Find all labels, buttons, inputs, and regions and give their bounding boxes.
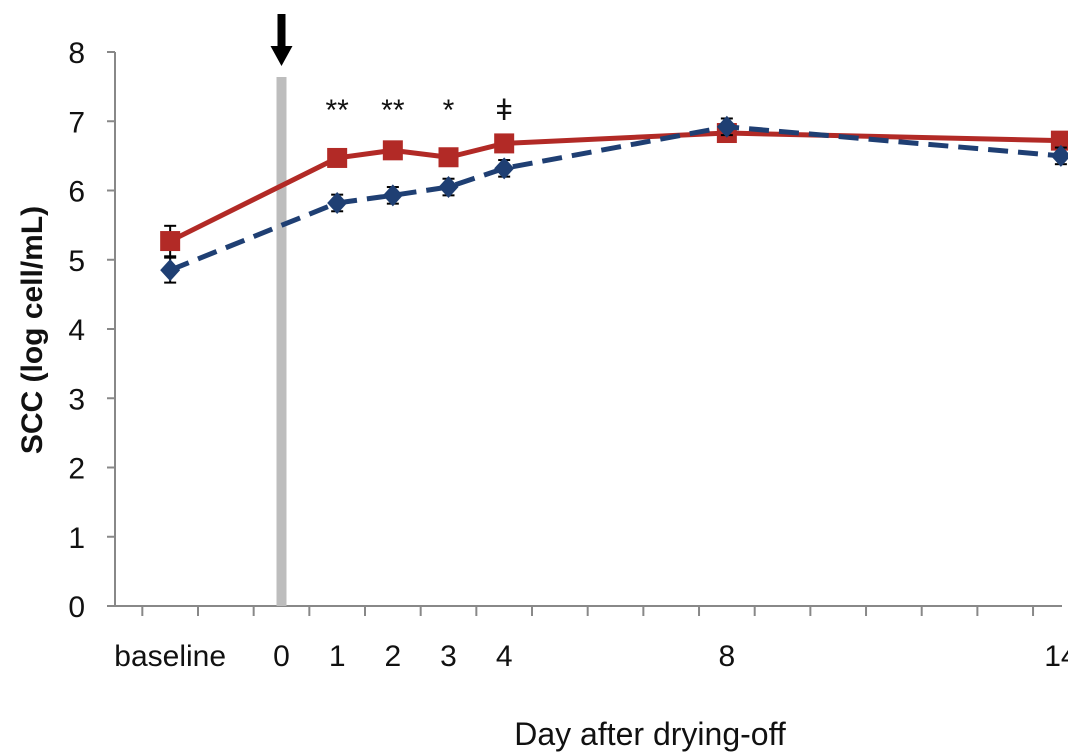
y-tick-label: 5 bbox=[68, 245, 85, 278]
data-point bbox=[494, 157, 515, 180]
y-tick-label: 7 bbox=[68, 106, 85, 139]
x-tick-label: baseline bbox=[114, 640, 226, 673]
series-line bbox=[169, 124, 1062, 273]
data-point bbox=[438, 176, 459, 199]
y-tick-label: 8 bbox=[68, 37, 85, 70]
data-point bbox=[160, 231, 181, 252]
down-arrow-icon bbox=[270, 46, 293, 66]
y-tick-label: 1 bbox=[68, 522, 85, 555]
data-point bbox=[494, 133, 515, 154]
significance-label: ** bbox=[325, 94, 349, 127]
axes bbox=[107, 51, 1062, 616]
y-tick-label: 2 bbox=[68, 453, 85, 486]
x-tick-label: 0 bbox=[273, 640, 290, 673]
data-point bbox=[716, 115, 737, 138]
y-tick-label: 4 bbox=[68, 314, 85, 347]
data-point bbox=[382, 184, 403, 207]
data-point bbox=[327, 147, 348, 168]
data-point bbox=[1050, 130, 1068, 151]
data-point bbox=[382, 140, 403, 161]
data-point bbox=[160, 259, 181, 282]
x-tick-label: 2 bbox=[384, 640, 401, 673]
arrow-shaft bbox=[277, 14, 286, 48]
y-axis-label: SCC (log cell/mL) bbox=[16, 206, 49, 454]
x-tick-label: 3 bbox=[440, 640, 457, 673]
labels-layer: 012345678baseline01234814*****ǂ bbox=[68, 37, 1068, 673]
significance-label: ** bbox=[381, 94, 405, 127]
y-tick-label: 0 bbox=[68, 591, 85, 624]
data-point bbox=[327, 191, 348, 214]
x-tick-label: 4 bbox=[496, 640, 513, 673]
significance-label: ǂ bbox=[495, 94, 513, 127]
significance-label: * bbox=[443, 94, 455, 127]
series-layer bbox=[160, 115, 1068, 284]
x-tick-label: 14 bbox=[1044, 640, 1068, 673]
x-tick-label: 1 bbox=[329, 640, 346, 673]
drying-off-line bbox=[276, 77, 287, 606]
x-tick-label: 8 bbox=[719, 640, 736, 673]
data-point bbox=[1050, 144, 1068, 167]
drying-off-marker bbox=[270, 14, 293, 606]
y-tick-label: 6 bbox=[68, 176, 85, 209]
data-point bbox=[438, 147, 459, 168]
y-tick-label: 3 bbox=[68, 383, 85, 416]
x-axis-label: Day after drying-off bbox=[514, 716, 786, 752]
series-1 bbox=[160, 115, 1068, 284]
